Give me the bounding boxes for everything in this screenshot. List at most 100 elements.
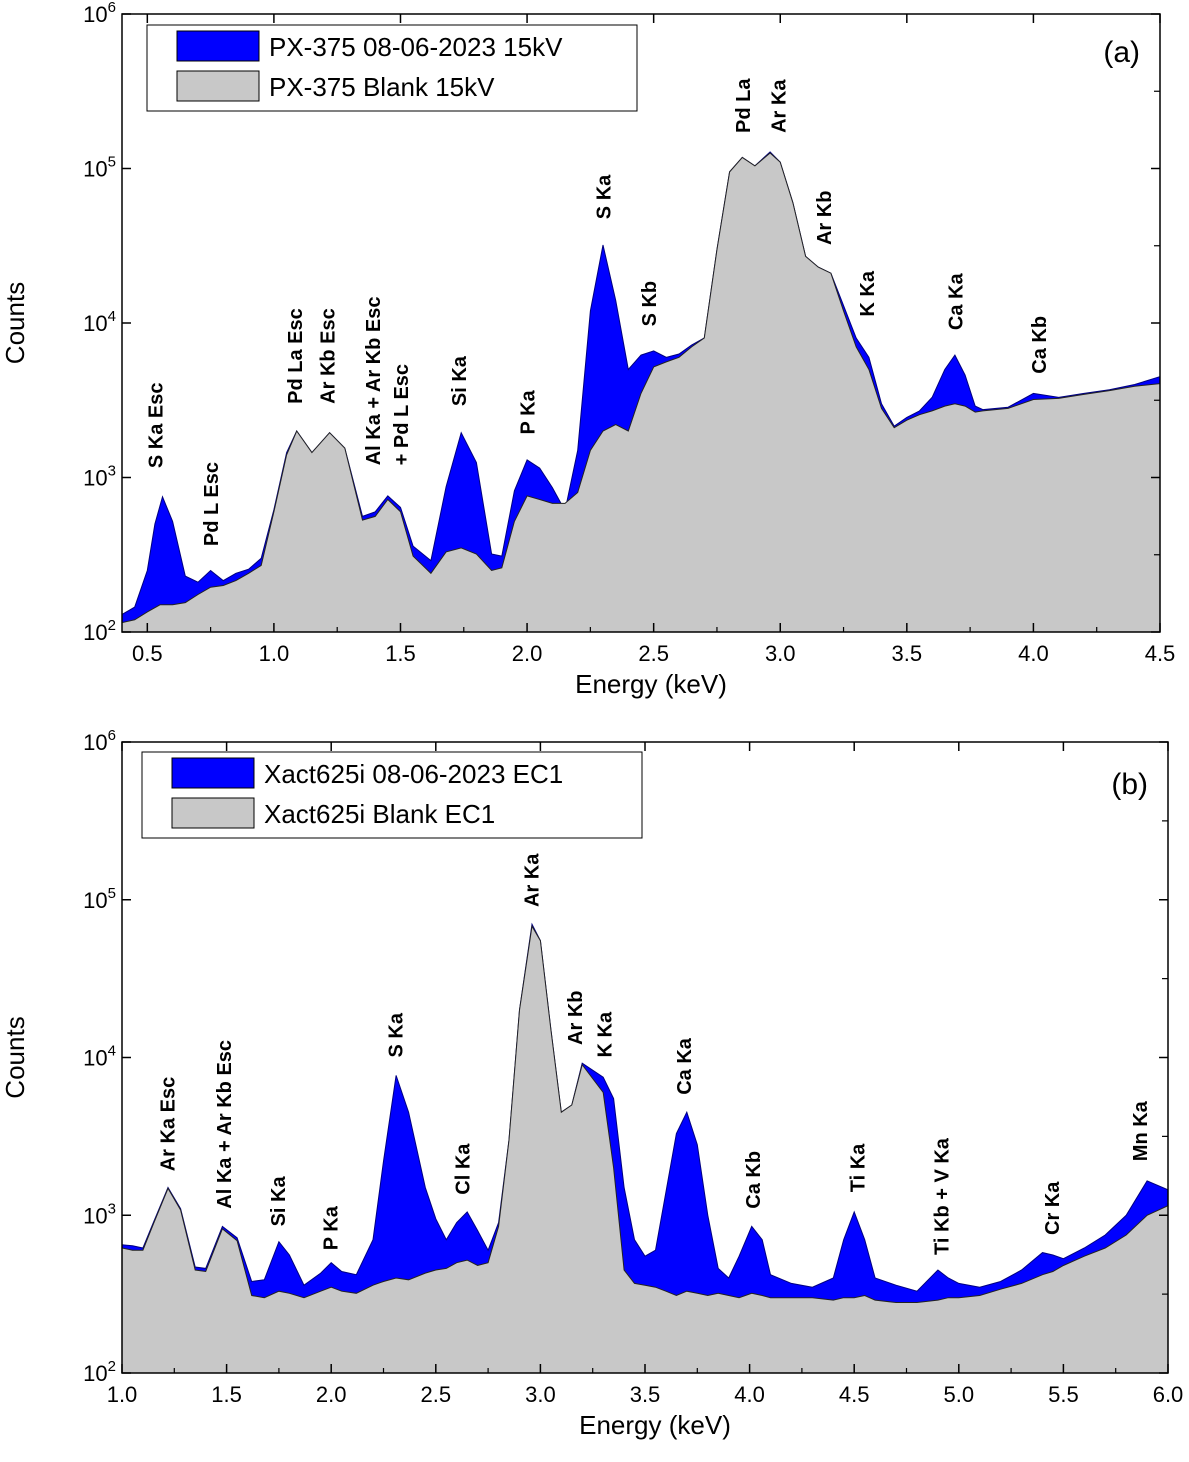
peak-label: Ca Kb <box>1029 316 1051 374</box>
y-tick-label: 103 <box>83 1200 116 1228</box>
x-tick-label: 1.5 <box>385 641 416 666</box>
y-tick-exponent: 4 <box>108 1043 116 1060</box>
y-tick-label: 105 <box>83 154 116 182</box>
peak-label: P Ka <box>321 1205 343 1250</box>
peak-label: S Ka <box>594 174 616 219</box>
peak-label: K Ka <box>595 1011 617 1057</box>
x-tick-label: 2.0 <box>512 641 543 666</box>
x-tick-label: 3.5 <box>892 641 923 666</box>
y-tick-base: 10 <box>83 1203 107 1228</box>
y-tick-base: 10 <box>83 311 107 336</box>
peak-label: Al Ka + Ar Kb Esc <box>363 297 385 466</box>
panel-tag: (b) <box>1111 768 1148 801</box>
y-tick-exponent: 5 <box>108 154 116 171</box>
peak-label: Ca Ka <box>945 273 967 331</box>
x-tick-label: 1.5 <box>211 1382 242 1407</box>
legend-swatch <box>176 70 260 102</box>
x-tick-label: 5.5 <box>1048 1382 1079 1407</box>
legend-swatch <box>171 757 255 789</box>
x-tick-label: 6.0 <box>1153 1382 1184 1407</box>
peak-label: S Ka Esc <box>146 382 168 468</box>
y-tick-base: 10 <box>83 730 107 755</box>
peak-label: Cl Ka <box>452 1143 474 1195</box>
y-tick-base: 10 <box>83 157 107 182</box>
x-tick-label: 1.0 <box>259 641 290 666</box>
y-axis-title: Counts <box>0 1016 30 1098</box>
x-tick-label: 2.0 <box>316 1382 347 1407</box>
peak-label: Ar Ka <box>768 79 790 133</box>
y-tick-exponent: 2 <box>108 617 116 634</box>
peak-label: Ar Ka Esc <box>157 1077 179 1172</box>
y-tick-label: 104 <box>83 1043 116 1071</box>
blank-spectrum-area <box>122 152 1160 632</box>
plot-area <box>122 922 1168 1373</box>
y-tick-base: 10 <box>83 620 107 645</box>
y-tick-label: 104 <box>83 308 116 336</box>
legend-label: PX-375 08-06-2023 15kV <box>269 32 563 62</box>
peak-label: Al Ka + Ar Kb Esc <box>214 1040 236 1209</box>
sample-spectrum-area <box>122 922 1168 1373</box>
x-tick-label: 4.5 <box>839 1382 870 1407</box>
peak-label: Si Ka <box>449 355 471 406</box>
peak-label: Ar Kb Esc <box>318 308 340 404</box>
peak-label: Pd La <box>733 78 755 133</box>
blank-spectrum-area <box>122 924 1168 1373</box>
legend: PX-375 08-06-2023 15kV PX-375 Blank 15kV <box>146 24 638 112</box>
y-tick-label: 102 <box>83 1358 116 1386</box>
peak-label: Ti Kb + V Ka <box>931 1137 953 1255</box>
legend: Xact625i 08-06-2023 EC1 Xact625i Blank EC… <box>141 751 643 839</box>
x-tick-label: 3.5 <box>630 1382 661 1407</box>
x-tick-label: 3.0 <box>765 641 796 666</box>
y-tick-exponent: 5 <box>108 885 116 902</box>
peak-label: Ar Ka <box>521 853 543 907</box>
y-tick-base: 10 <box>83 888 107 913</box>
peak-label: P Ka <box>518 389 540 434</box>
peak-label: Ca Ka <box>674 1037 696 1095</box>
x-tick-label: 0.5 <box>132 641 163 666</box>
x-tick-label: 1.0 <box>107 1382 138 1407</box>
peak-label: S Ka <box>385 1012 407 1057</box>
y-tick-exponent: 3 <box>108 1200 116 1217</box>
x-tick-label: 4.0 <box>1018 641 1049 666</box>
legend-label: Xact625i Blank EC1 <box>264 799 495 829</box>
x-tick-label: 5.0 <box>944 1382 975 1407</box>
legend-label: PX-375 Blank 15kV <box>269 72 495 102</box>
y-tick-label: 103 <box>83 463 116 491</box>
peak-label: Mn Ka <box>1130 1100 1152 1161</box>
peak-label: Ti Ka <box>848 1143 870 1192</box>
peak-label: S Kb <box>639 281 661 327</box>
peak-label: Ar Kb <box>565 991 587 1045</box>
peak-label: + Pd L Esc <box>391 364 413 465</box>
y-tick-label: 106 <box>83 0 116 27</box>
x-tick-label: 4.0 <box>734 1382 765 1407</box>
x-tick-label: 3.0 <box>525 1382 556 1407</box>
x-tick-label: 2.5 <box>638 641 669 666</box>
peak-label: Cr Ka <box>1042 1181 1064 1235</box>
peak-label: Ca Kb <box>743 1151 765 1209</box>
y-axis-title: Counts <box>0 282 30 364</box>
y-tick-base: 10 <box>83 466 107 491</box>
panel-tag: (a) <box>1103 36 1140 69</box>
y-tick-exponent: 3 <box>108 463 116 480</box>
y-tick-label: 102 <box>83 617 116 645</box>
plot-area <box>122 151 1160 632</box>
x-tick-label: 4.5 <box>1145 641 1176 666</box>
legend-swatch <box>171 797 255 829</box>
peak-label: Si Ka <box>268 1176 290 1227</box>
y-tick-base: 10 <box>83 1361 107 1386</box>
y-tick-base: 10 <box>83 2 107 27</box>
panel-a-chart: 0.5 1.0 1.5 2.0 2.5 3.0 3.5 4.0 4.51021031041051… <box>0 0 1175 699</box>
x-tick-label: 2.5 <box>421 1382 452 1407</box>
legend-label: Xact625i 08-06-2023 EC1 <box>264 759 563 789</box>
peak-label: Pd L Esc <box>201 462 223 546</box>
x-axis-title: Energy (keV) <box>579 1410 731 1440</box>
y-tick-label: 106 <box>83 727 116 755</box>
legend-swatch <box>176 30 260 62</box>
y-tick-exponent: 6 <box>108 0 116 16</box>
y-tick-exponent: 2 <box>108 1358 116 1375</box>
panel-b-chart: 1.0 1.5 2.0 2.5 3.0 3.5 4.0 4.5 5.0 5.5 6.01021031… <box>0 727 1183 1440</box>
y-tick-base: 10 <box>83 1046 107 1071</box>
x-axis-title: Energy (keV) <box>575 669 727 699</box>
peak-label: Ar Kb <box>814 191 836 245</box>
